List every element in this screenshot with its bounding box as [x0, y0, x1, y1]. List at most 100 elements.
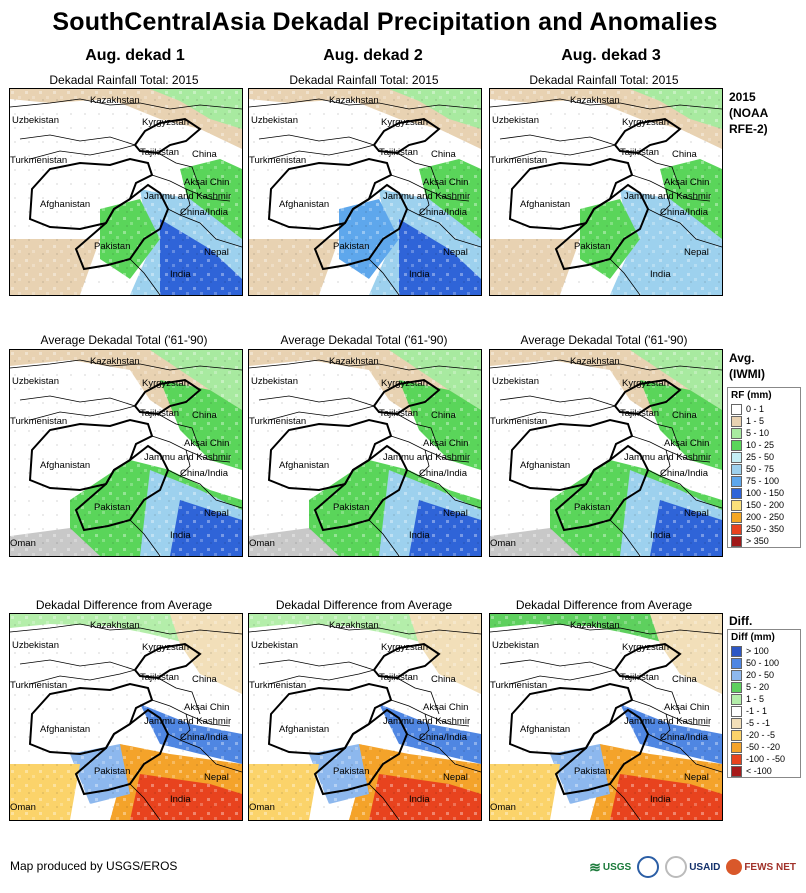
legend-label: 0 - 1 [746, 404, 765, 414]
legend-swatch [731, 535, 742, 547]
diff-legend-item: > 100 [728, 645, 800, 657]
country-border [129, 519, 161, 556]
country-border [390, 699, 430, 741]
map-label-china: China [192, 149, 217, 160]
country-border [129, 783, 161, 820]
country-border [659, 475, 722, 509]
rf-legend-item: 0 - 1 [728, 403, 800, 415]
country-border [665, 188, 711, 202]
diff-legend-item: -100 - -50 [728, 753, 800, 765]
diff-legend-item: 5 - 20 [728, 681, 800, 693]
country-border [637, 413, 681, 451]
map-label-afghanistan: Afghanistan [279, 460, 330, 471]
footer-credit: Map produced by USGS/EROS [10, 859, 178, 873]
country-border [249, 623, 481, 635]
country-border [508, 157, 634, 231]
map-label-tajikistan: Tajikistan [379, 408, 419, 419]
map-label-tajikistan: Tajikistan [140, 147, 180, 158]
row-title-difference-3: Dekadal Difference from Average [515, 598, 693, 612]
map-canvas [10, 614, 242, 820]
country-border [249, 98, 481, 110]
map-label-jammu-and-kashmir: Jammu and Kashmir [383, 191, 471, 202]
rainfall-map-1: Kazakhstan Uzbekistan Kyrgyzstan Turkmenist… [9, 88, 243, 296]
country-border [157, 677, 201, 715]
legend-swatch [731, 463, 742, 475]
country-border [29, 405, 136, 421]
country-border [637, 677, 681, 715]
legend-label: 1 - 5 [746, 416, 765, 426]
country-border [665, 449, 711, 463]
country-border [185, 188, 231, 202]
map-label-tajikistan: Tajikistan [379, 147, 419, 158]
legend-label: -100 - -50 [746, 754, 786, 764]
map-label-afghanistan: Afghanistan [279, 199, 330, 210]
legend-swatch [731, 499, 742, 511]
country-border [368, 519, 400, 556]
country-border [151, 699, 191, 741]
country-border [133, 642, 202, 680]
map-label-india: India [409, 794, 430, 805]
country-border [129, 258, 161, 295]
map-label-oman: Oman [490, 802, 516, 813]
rf-legend-item: 1 - 5 [728, 415, 800, 427]
map-label-aksai-chin: Aksai Chin [184, 438, 230, 449]
map-label-tajikistan: Tajikistan [379, 672, 419, 683]
map-label-aksai-chin: Aksai Chin [664, 438, 710, 449]
map-label-china-india: China/India [660, 468, 709, 479]
map-label-turkmenistan: Turkmenistan [490, 680, 548, 691]
difference-legend-title: Diff (mm) [731, 632, 775, 643]
country-border [28, 157, 154, 231]
legend-swatch [731, 427, 742, 439]
side-label-diff: Diff. [729, 613, 752, 629]
map-label-uzbekistan: Uzbekistan [251, 115, 298, 126]
average-map-1: Kazakhstan Uzbekistan Kyrgyzstan Turkmenist… [9, 349, 243, 557]
fewsnet-logo: FEWS NET [726, 859, 796, 875]
legend-swatch [731, 511, 742, 523]
country-border [499, 659, 616, 671]
country-border [499, 134, 616, 146]
country-border [267, 682, 393, 756]
map-label-uzbekistan: Uzbekistan [12, 640, 59, 651]
country-border [368, 783, 400, 820]
diff-legend-item: 50 - 100 [728, 657, 800, 669]
map-label-pakistan: Pakistan [94, 766, 131, 777]
map-label-uzbekistan: Uzbekistan [492, 115, 539, 126]
map-label-china-india: China/India [660, 732, 709, 743]
map-label-aksai-chin: Aksai Chin [664, 702, 710, 713]
difference-map-2: Kazakhstan Uzbekistan Kyrgyzstan Turkmenist… [248, 613, 482, 821]
map-label-oman: Oman [10, 802, 36, 813]
country-border [631, 174, 671, 216]
average-map-2: Kazakhstan Uzbekistan Kyrgyzstan Turkmenist… [248, 349, 482, 557]
country-border [609, 258, 641, 295]
diff-legend-item: -20 - -5 [728, 729, 800, 741]
difference-map-1: Kazakhstan Uzbekistan Kyrgyzstan Turkmenist… [9, 613, 243, 821]
map-label-kyrgyzstan: Kyrgyzstan [381, 117, 428, 128]
rf-legend-item: 250 - 350 [728, 523, 800, 535]
country-border [665, 713, 711, 727]
country-border [424, 188, 470, 202]
map-label-nepal: Nepal [443, 508, 468, 519]
map-label-jammu-and-kashmir: Jammu and Kashmir [383, 452, 471, 463]
side-label-year: 2015 [729, 90, 756, 104]
map-label-jammu-and-kashmir: Jammu and Kashmir [144, 191, 232, 202]
legend-swatch [731, 765, 742, 777]
country-border [613, 117, 682, 155]
map-label-pakistan: Pakistan [94, 502, 131, 513]
map-label-china-india: China/India [660, 207, 709, 218]
legend-swatch [731, 693, 742, 705]
map-label-turkmenistan: Turkmenistan [10, 416, 68, 427]
legend-label: 200 - 250 [746, 512, 785, 522]
map-label-jammu-and-kashmir: Jammu and Kashmir [144, 716, 232, 727]
country-border [509, 405, 616, 421]
map-label-china-india: China/India [419, 207, 468, 218]
map-label-india: India [409, 530, 430, 541]
map-label-india: India [170, 794, 191, 805]
row-title-rainfall-3: Dekadal Rainfall Total: 2015 [529, 73, 679, 87]
diff-legend-item: -1 - 1 [728, 705, 800, 717]
side-label-source: (NOAA [729, 106, 769, 120]
map-label-kazakhstan: Kazakhstan [570, 95, 620, 106]
country-border [10, 623, 242, 635]
country-border [372, 378, 441, 416]
map-label-turkmenistan: Turkmenistan [10, 680, 68, 691]
country-border [490, 98, 722, 110]
